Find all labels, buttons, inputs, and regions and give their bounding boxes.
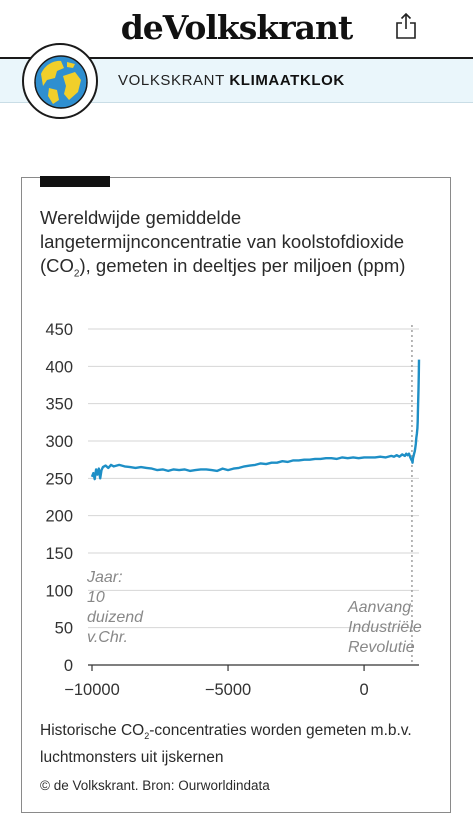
top-bar: deVolkskrant <box>0 0 473 56</box>
volkskrant-logo[interactable]: deVolkskrant <box>120 8 354 47</box>
y-tick-label: 0 <box>64 657 73 675</box>
co2-line-chart: 0 50 100 150 200 250 300 350 400 450 −10000 −5000 0 J… <box>45 321 422 699</box>
section-title[interactable]: VOLKSKRANT KLIMAATKLOK <box>118 72 345 89</box>
section-badge[interactable] <box>22 43 98 119</box>
x-tick-label: −10000 <box>64 681 120 699</box>
y-tick-label: 450 <box>45 321 73 339</box>
section-name: KLIMAATKLOK <box>229 72 345 89</box>
section-prefix: VOLKSKRANT <box>118 72 225 89</box>
y-tick-label: 150 <box>45 545 73 563</box>
caption-subscript: 2 <box>144 731 150 742</box>
globe-icon <box>34 55 88 109</box>
chart-title-subscript: 2 <box>73 268 80 280</box>
annotation-industrial-revolution: Aanvang <box>347 599 411 616</box>
y-tick-label: 350 <box>45 396 73 414</box>
chart-title-text-end: ), gemeten in deeltjes per miljoen (ppm) <box>79 255 406 276</box>
chart-title: Wereldwijde gemiddelde langetermijnconce… <box>40 206 440 287</box>
y-tick-label: 250 <box>45 470 73 488</box>
chart-caption: Historische CO2-concentraties worden gem… <box>40 720 440 769</box>
annotation-start-year: Jaar: <box>86 569 123 586</box>
annotation-industrial-revolution: Industriële <box>348 619 422 636</box>
y-tick-label: 200 <box>45 508 73 526</box>
y-tick-label: 100 <box>45 582 73 600</box>
y-tick-label: 50 <box>55 620 73 638</box>
y-tick-label: 300 <box>45 433 73 451</box>
chart-card <box>21 177 451 813</box>
source-credit: © de Volkskrant. Bron: Ourworldindata <box>40 778 270 793</box>
annotation-start-year: 10 <box>87 589 105 606</box>
share-icon[interactable] <box>395 12 417 40</box>
y-tick-label: 400 <box>45 358 73 376</box>
caption-text: Historische CO <box>40 722 145 739</box>
card-accent-bar <box>40 176 110 187</box>
co2-series-line <box>90 359 421 481</box>
chart-title-text: Wereldwijde gemiddelde langetermijnconce… <box>40 207 405 276</box>
annotation-start-year: v.Chr. <box>87 629 128 646</box>
x-tick-label: 0 <box>359 681 368 699</box>
x-tick-label: −5000 <box>205 681 251 699</box>
annotation-start-year: duizend <box>87 609 144 626</box>
annotation-industrial-revolution: Revolutie <box>348 639 415 656</box>
caption-text-end: -concentraties worden gemeten m.b.v. luc… <box>40 722 412 767</box>
